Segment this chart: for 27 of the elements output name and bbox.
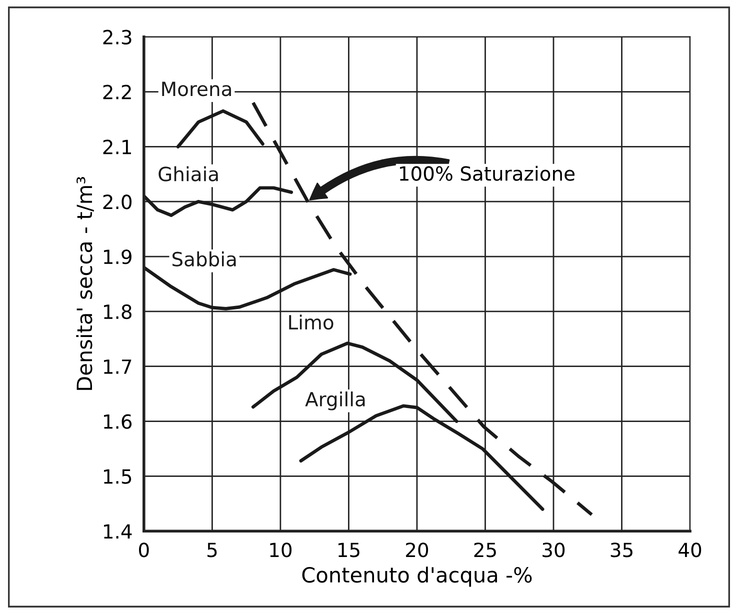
y-tick-label: 1.9 [104, 249, 132, 264]
x-tick-label: 30 [542, 542, 565, 558]
x-tick-label: 0 [139, 542, 149, 558]
x-tick-label: 40 [678, 542, 702, 558]
y-tick-label: 1.4 [104, 524, 132, 538]
y-tick-label: 1.8 [104, 304, 132, 320]
x-tick-label: 20 [406, 542, 428, 558]
y-tick-label: 2.1 [103, 140, 132, 154]
y-tick-label: 1.7 [104, 360, 132, 374]
x-tick-label: 10 [270, 542, 292, 558]
y-tick-label: 1.5 [104, 469, 132, 484]
y-axis-title: Densita' secca - t/m³ [76, 177, 94, 390]
y-tick-label: 1.6 [104, 414, 132, 429]
y-tick-label: 2.3 [103, 30, 132, 45]
series-label: Sabbia [172, 251, 236, 266]
series-label: Limo [289, 314, 334, 330]
x-tick-label: 35 [610, 542, 632, 558]
x-tick-label: 15 [338, 542, 360, 558]
x-tick-label: 5 [207, 542, 217, 558]
y-tick-label: 2.2 [103, 84, 131, 100]
series-label: Ghiaia [158, 166, 218, 182]
series-label: Argilla [305, 391, 365, 410]
annotation: 100% Saturazione [400, 166, 574, 181]
series-label: Morena [162, 82, 231, 96]
x-axis-title: Contenuto d'acqua -% [302, 566, 532, 587]
x-tick-label: 25 [474, 542, 496, 558]
y-tick-label: 2.0 [103, 194, 132, 210]
